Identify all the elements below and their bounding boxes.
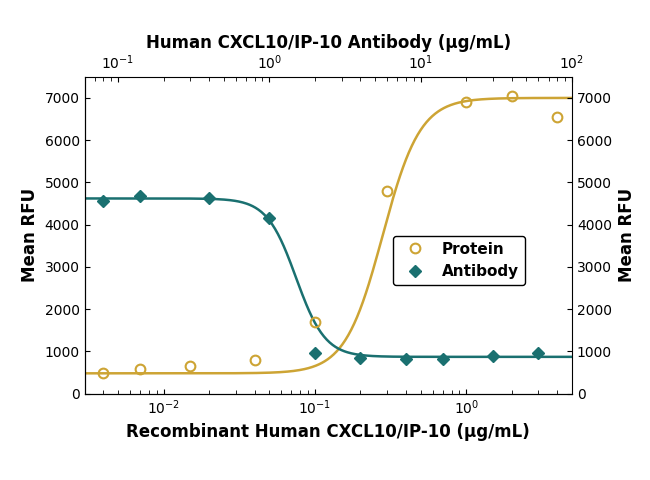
X-axis label: Human CXCL10/IP-10 Antibody (μg/mL): Human CXCL10/IP-10 Antibody (μg/mL)	[146, 34, 511, 52]
Antibody	[265, 216, 273, 221]
Protein	[508, 93, 515, 99]
Antibody	[402, 356, 410, 362]
Y-axis label: Mean RFU: Mean RFU	[21, 188, 39, 282]
Line: Protein: Protein	[99, 91, 562, 378]
Antibody	[99, 199, 107, 204]
Y-axis label: Mean RFU: Mean RFU	[618, 188, 636, 282]
X-axis label: Recombinant Human CXCL10/IP-10 (μg/mL): Recombinant Human CXCL10/IP-10 (μg/mL)	[126, 422, 530, 441]
Protein	[384, 188, 391, 194]
Legend: Protein, Antibody: Protein, Antibody	[393, 236, 525, 286]
Protein	[462, 99, 470, 105]
Protein	[99, 371, 107, 376]
Protein	[187, 363, 194, 369]
Protein	[311, 319, 319, 324]
Protein	[136, 366, 144, 372]
Protein	[553, 114, 561, 120]
Antibody	[136, 193, 144, 199]
Protein	[251, 357, 259, 363]
Line: Antibody: Antibody	[99, 192, 543, 363]
Antibody	[311, 350, 319, 356]
Antibody	[489, 353, 497, 359]
Antibody	[439, 356, 447, 361]
Antibody	[205, 195, 213, 201]
Antibody	[534, 350, 542, 356]
Antibody	[357, 355, 365, 360]
